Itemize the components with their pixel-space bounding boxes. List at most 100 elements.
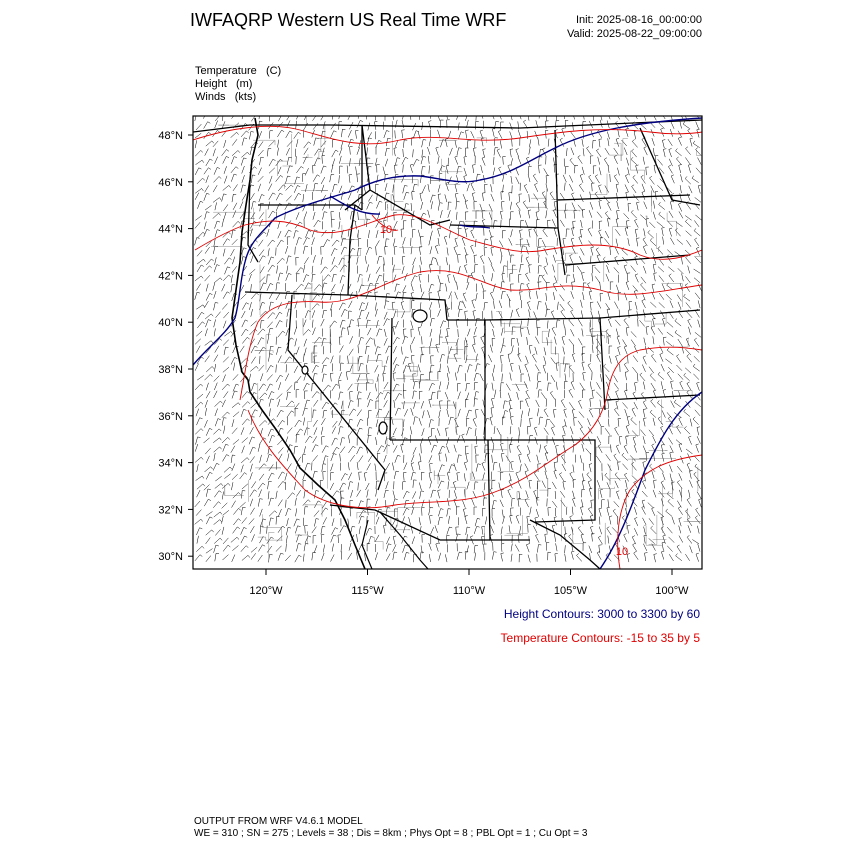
wind-barb: [392, 357, 397, 365]
wind-barb: [659, 354, 664, 362]
wind-barb-flag: [307, 399, 310, 402]
wind-barb: [564, 373, 567, 382]
wind-barb: [214, 490, 220, 498]
wind-barb: [366, 373, 368, 382]
wind-barb-flag: [263, 383, 266, 386]
wind-barb: [331, 239, 338, 247]
wind-barb: [367, 327, 372, 336]
wind-barb-flag: [262, 544, 266, 547]
border-ks: [599, 309, 701, 319]
lat-tick-label: 34°N: [158, 458, 183, 470]
wind-barb: [669, 445, 674, 453]
wind-barb: [241, 193, 247, 201]
wind-barb-flag: [660, 425, 664, 428]
wind-barb-flag: [432, 383, 435, 385]
wind-barb-flag: [464, 264, 468, 266]
wind-barb: [320, 165, 324, 174]
wind-barb-flag: [526, 515, 530, 517]
wind-barb: [516, 337, 519, 346]
wind-barb: [592, 140, 594, 149]
county-line: [311, 345, 315, 362]
wind-barb-flag: [234, 156, 237, 158]
border-nd-sd: [557, 194, 691, 201]
wind-barb: [284, 291, 288, 300]
wind-barb: [266, 545, 273, 553]
wind-barb: [527, 302, 531, 310]
wind-barb: [483, 238, 486, 247]
wind-barb: [520, 300, 523, 309]
wind-barb-flag: [509, 408, 513, 410]
wind-barb: [545, 308, 548, 317]
wind-barb: [489, 229, 492, 238]
wind-barb: [686, 499, 692, 507]
wind-barb-flag: [616, 490, 620, 493]
county-lines: [211, 116, 702, 561]
wind-barb: [377, 445, 382, 453]
wind-barb: [197, 321, 203, 329]
wind-barb-flag: [463, 156, 467, 158]
wind-barb-flag: [352, 445, 356, 449]
wind-barb-flag: [432, 257, 436, 259]
county-line: [609, 465, 626, 485]
wind-barb: [529, 345, 531, 354]
wind-barb-flag: [225, 346, 229, 348]
wind-barb: [339, 264, 345, 272]
wind-barb-flag: [410, 163, 414, 166]
wind-barb: [481, 526, 484, 535]
wind-barb: [492, 551, 494, 560]
wind-barb: [355, 130, 357, 139]
wind-barb: [475, 363, 478, 372]
wind-barb: [589, 398, 592, 407]
wind-barb-flag: [516, 308, 520, 310]
wind-barb-flag: [245, 545, 249, 548]
wind-barb: [596, 211, 603, 219]
wind-barb-flag: [471, 299, 475, 301]
wind-barb: [267, 374, 273, 381]
wind-barb: [392, 462, 395, 471]
wind-barb: [549, 420, 556, 427]
wind-barb: [303, 553, 305, 562]
wind-barb: [446, 328, 449, 337]
wind-barb: [657, 402, 664, 409]
wind-barb: [403, 472, 405, 481]
wind-barb: [666, 349, 674, 356]
wind-barb: [367, 507, 369, 516]
wind-barb-flag: [308, 329, 311, 332]
wind-barb-flag: [298, 554, 302, 558]
wind-barb: [347, 129, 352, 138]
wind-barb-flag: [264, 392, 268, 396]
wind-barb: [410, 202, 413, 212]
wind-barb-flag: [515, 471, 519, 474]
wind-barb: [500, 291, 503, 300]
wind-barb: [510, 543, 513, 552]
wind-barb: [435, 344, 439, 353]
wind-barb-flag: [643, 146, 647, 149]
wind-barb: [368, 536, 372, 545]
wind-barb: [621, 455, 628, 461]
wind-barb-flag: [396, 383, 400, 386]
wind-barb: [275, 490, 278, 499]
wind-barb-flag: [404, 185, 408, 187]
county-line: [302, 154, 313, 158]
wind-barb: [385, 543, 389, 552]
wind-barb: [347, 310, 350, 320]
wind-barb-flag: [272, 210, 276, 213]
wind-barb: [347, 192, 352, 200]
wind-barb: [321, 184, 325, 193]
wind-barb: [194, 383, 201, 391]
wind-barb: [692, 418, 699, 425]
wind-barb-flag: [605, 553, 609, 556]
wind-barb: [214, 257, 217, 266]
wind-barb-flag: [208, 132, 212, 135]
wind-barb: [249, 489, 255, 497]
wind-barb-flag: [457, 533, 461, 535]
wind-barb: [661, 410, 666, 418]
wind-barb: [651, 543, 656, 551]
wind-barb-flag: [340, 391, 344, 393]
wind-barb: [633, 552, 639, 560]
wind-barb: [275, 375, 281, 383]
wind-barb-flag: [333, 534, 337, 537]
wind-barb-flag: [218, 176, 222, 179]
wind-barb: [214, 345, 220, 353]
wind-barb: [259, 157, 262, 166]
